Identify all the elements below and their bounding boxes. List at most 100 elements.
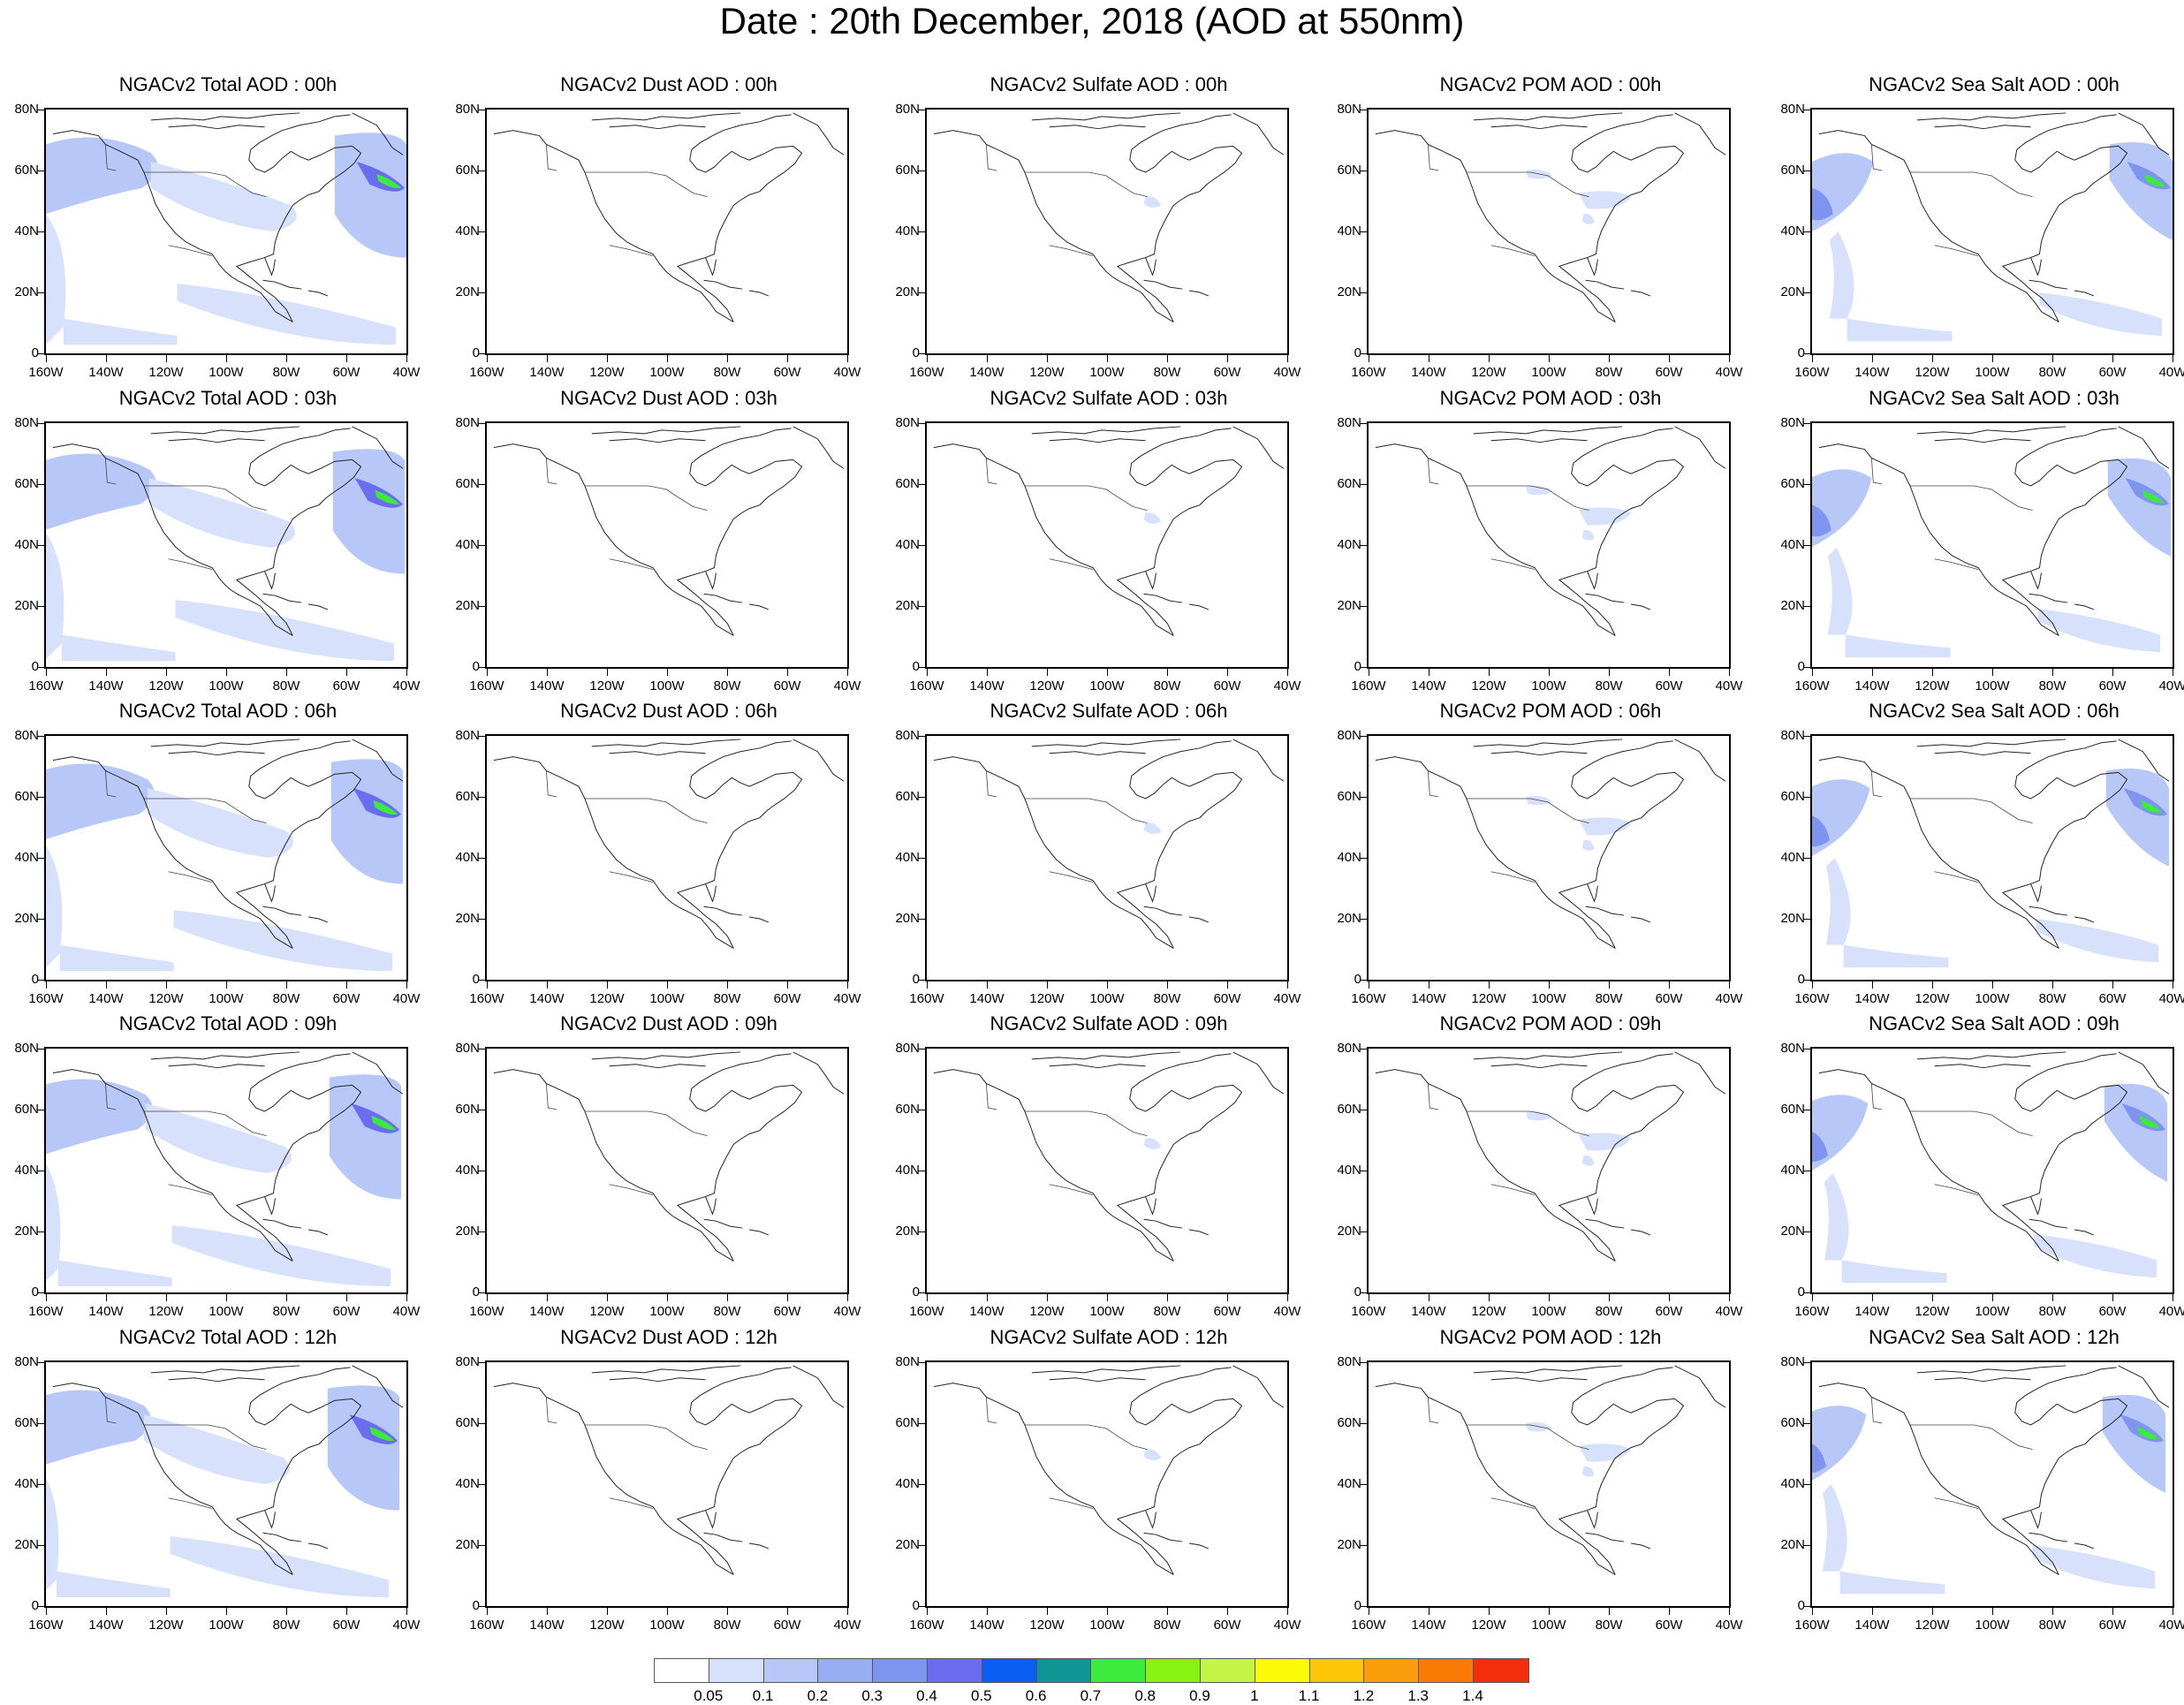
lon-tick-label: 100W bbox=[649, 678, 685, 693]
lat-tick-label: 60N bbox=[895, 476, 920, 491]
country-border bbox=[104, 1397, 117, 1424]
lon-tick-label: 40W bbox=[833, 365, 861, 380]
aod-colorbar bbox=[654, 1658, 1529, 1683]
aod-plume bbox=[327, 1385, 400, 1511]
lon-tick bbox=[46, 1608, 47, 1615]
coastline bbox=[1916, 1365, 2066, 1374]
map-canvas bbox=[1375, 739, 1726, 949]
lat-tick bbox=[918, 423, 925, 424]
lon-tick bbox=[406, 1294, 407, 1301]
lat-tick-label: 40N bbox=[14, 850, 39, 865]
lat-tick bbox=[1803, 797, 1810, 798]
coastline bbox=[235, 805, 334, 949]
lon-tick bbox=[667, 1294, 668, 1301]
lat-tick-label: 0 bbox=[31, 659, 39, 674]
lon-tick bbox=[406, 981, 407, 989]
lat-tick-label: 80N bbox=[1337, 415, 1361, 430]
lon-tick-label: 40W bbox=[392, 991, 421, 1006]
lat-tick bbox=[1360, 353, 1367, 354]
lon-tick-label: 100W bbox=[209, 991, 244, 1006]
map-panel-dust-4: NGACv2 Dust AOD : 12h 80N 60N 40N 20N 0 160W 14… bbox=[455, 1326, 861, 1633]
lon-tick-label: 60W bbox=[2098, 365, 2127, 380]
country-border bbox=[1427, 144, 1439, 171]
lat-tick bbox=[1360, 1231, 1367, 1232]
panel-title: NGACv2 Dust AOD : 06h bbox=[560, 700, 777, 722]
colorbar-label: 0.4 bbox=[916, 1687, 937, 1704]
lon-tick bbox=[226, 1294, 227, 1301]
lon-tick bbox=[1992, 981, 1993, 989]
lat-tick-label: 40N bbox=[895, 850, 920, 865]
lat-tick-label: 20N bbox=[1337, 911, 1361, 926]
lon-tick bbox=[667, 1608, 668, 1615]
lon-tick bbox=[1167, 1608, 1168, 1615]
lon-tick bbox=[166, 1608, 167, 1615]
country-border bbox=[143, 798, 267, 823]
lat-tick-label: 40N bbox=[895, 537, 920, 552]
lon-tick-label: 120W bbox=[1915, 678, 1950, 693]
coastline bbox=[1916, 426, 2066, 435]
coastline bbox=[591, 112, 741, 121]
lon-tick-label: 40W bbox=[1273, 1618, 1301, 1633]
coastline bbox=[1818, 756, 2059, 949]
lon-tick-label: 140W bbox=[1854, 365, 1890, 380]
country-border bbox=[584, 1110, 708, 1136]
coastline bbox=[2014, 1053, 2128, 1119]
lon-tick-label: 160W bbox=[469, 365, 504, 380]
lon-tick bbox=[106, 981, 107, 989]
lat-tick bbox=[478, 1362, 485, 1363]
panel-title: NGACv2 Sulfate AOD : 12h bbox=[990, 1326, 1228, 1348]
lon-tick bbox=[2112, 981, 2113, 989]
lon-tick-label: 140W bbox=[88, 991, 124, 1006]
country-border bbox=[1049, 871, 1094, 883]
lon-tick-label: 80W bbox=[2038, 1304, 2066, 1319]
panel-title: NGACv2 Dust AOD : 03h bbox=[560, 387, 777, 409]
lat-tick bbox=[478, 170, 485, 171]
aod-plume bbox=[1812, 1444, 1826, 1474]
coastline bbox=[705, 571, 717, 590]
lon-tick bbox=[787, 669, 788, 676]
coastline bbox=[705, 257, 717, 277]
lat-tick bbox=[478, 353, 485, 354]
lon-tick-label: 140W bbox=[1854, 991, 1890, 1006]
coastline bbox=[1375, 756, 1616, 949]
panel-title: NGACv2 POM AOD : 09h bbox=[1439, 1012, 1662, 1034]
coastline bbox=[168, 438, 265, 443]
coastline bbox=[1189, 1229, 1210, 1236]
colorbar-box bbox=[1309, 1659, 1365, 1682]
country-border bbox=[1466, 485, 1589, 511]
lat-tick-label: 80N bbox=[1337, 1041, 1361, 1056]
lat-tick bbox=[37, 736, 44, 737]
country-border bbox=[985, 458, 997, 485]
lon-tick-label: 120W bbox=[1471, 991, 1506, 1006]
country-border bbox=[143, 485, 267, 511]
lat-tick bbox=[478, 736, 485, 737]
lat-tick bbox=[918, 1545, 925, 1546]
country-border bbox=[1049, 245, 1094, 256]
coastline bbox=[1049, 1377, 1146, 1383]
lat-tick bbox=[478, 1292, 485, 1293]
coastline bbox=[1571, 114, 1685, 180]
lon-tick-label: 100W bbox=[1975, 678, 2010, 693]
lon-tick-label: 120W bbox=[1471, 1304, 1506, 1319]
lat-tick-label: 80N bbox=[895, 415, 920, 430]
lon-tick-label: 40W bbox=[2158, 1304, 2184, 1319]
lon-tick-label: 60W bbox=[332, 365, 360, 380]
map-canvas bbox=[933, 426, 1285, 636]
map-canvas bbox=[493, 426, 845, 636]
lat-tick-label: 0 bbox=[1354, 972, 1361, 987]
lon-tick-label: 140W bbox=[529, 678, 565, 693]
coastline bbox=[933, 1069, 1174, 1262]
lat-tick bbox=[37, 797, 44, 798]
country-border bbox=[985, 1397, 997, 1424]
coastline bbox=[1143, 593, 1183, 603]
lon-tick-label: 40W bbox=[392, 678, 421, 693]
coastline bbox=[248, 1053, 362, 1119]
aod-plume bbox=[1581, 840, 1595, 851]
aod-plume bbox=[175, 600, 395, 662]
lat-tick-label: 60N bbox=[1337, 1415, 1361, 1430]
lon-tick-label: 40W bbox=[1273, 1304, 1301, 1319]
coastline bbox=[52, 1383, 293, 1575]
lat-tick-label: 40N bbox=[455, 850, 480, 865]
aod-plume bbox=[2107, 458, 2172, 557]
lon-tick bbox=[106, 355, 107, 362]
